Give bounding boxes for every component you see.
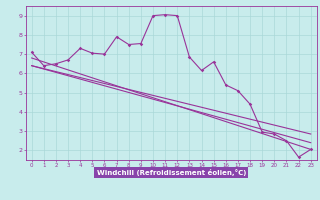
X-axis label: Windchill (Refroidissement éolien,°C): Windchill (Refroidissement éolien,°C) bbox=[97, 169, 246, 176]
